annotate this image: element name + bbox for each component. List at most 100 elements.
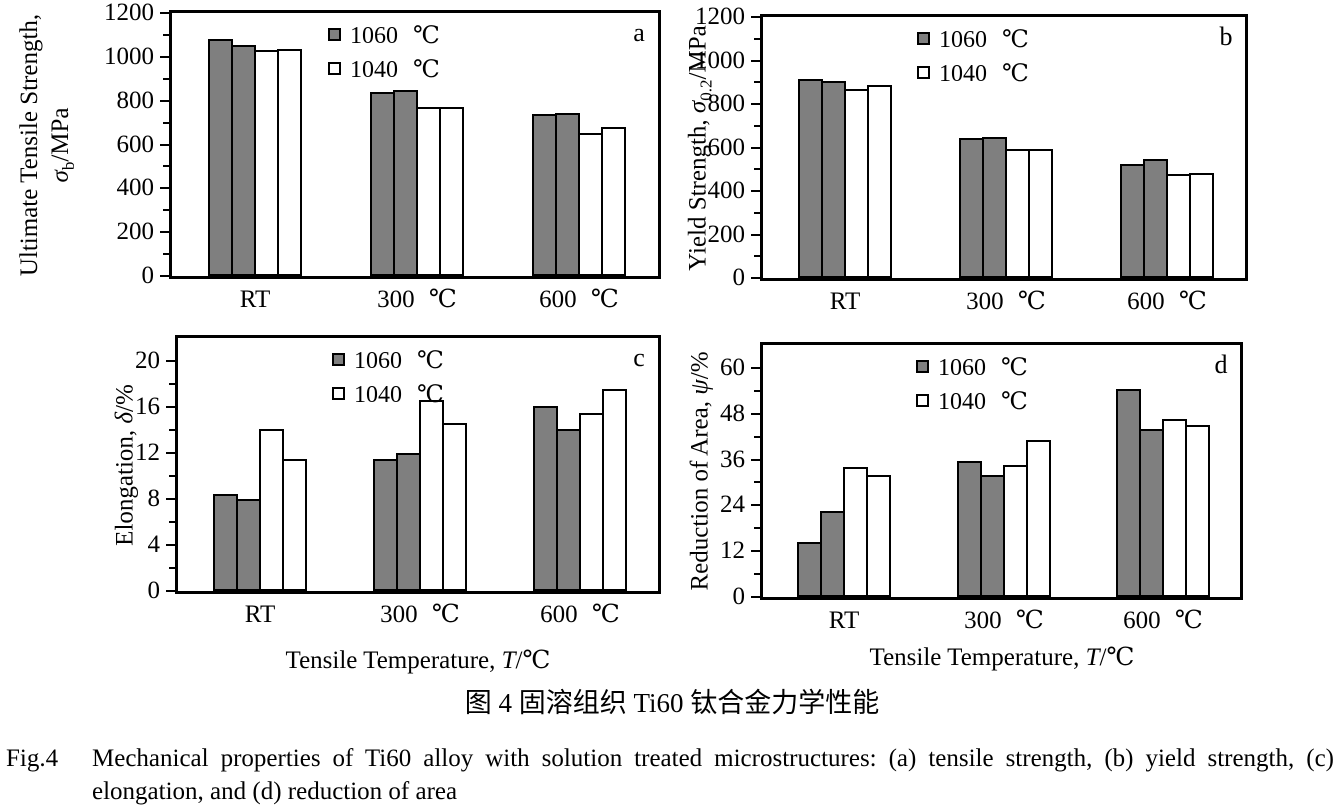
- label-segment: 0.2: [696, 79, 716, 101]
- y-minor-tick-a: [163, 165, 169, 168]
- legend-label-1060℃: 1060 ℃: [938, 355, 1028, 381]
- y-major-tick-b: [751, 16, 760, 18]
- panel-letter-d: d: [1214, 350, 1228, 379]
- bar-b-1-3: [844, 89, 869, 278]
- y-minor-tick-c: [169, 567, 175, 569]
- bar-a-3-3: [578, 133, 603, 276]
- bar-a-2-2: [393, 90, 418, 276]
- y-minor-tick-a: [163, 33, 169, 36]
- bar-b-3-2: [1143, 159, 1168, 278]
- legend-label-1040℃: 1040 ℃: [939, 61, 1029, 87]
- y-major-tick-c: [166, 360, 175, 362]
- label-segment: σ: [47, 170, 74, 183]
- y-major-tick-d: [751, 504, 760, 507]
- y-tick-label-a: 200: [116, 218, 155, 246]
- y-tick-label-d: 48: [720, 399, 745, 427]
- y-tick-label-a: 1200: [104, 0, 154, 26]
- bar-b-3-1: [1120, 164, 1145, 278]
- legend-label-1040℃: 1040 ℃: [350, 57, 440, 83]
- y-tick-label-b: 1000: [695, 46, 745, 74]
- bar-a-2-3: [416, 107, 441, 276]
- bar-d-1-2: [820, 511, 845, 597]
- x-tick-label-b: 300 ℃: [966, 288, 1046, 315]
- bar-a-1-4: [277, 49, 302, 276]
- y-minor-tick-d: [754, 481, 760, 484]
- bar-a-2-4: [439, 107, 464, 276]
- y-tick-label-d: 60: [720, 353, 745, 381]
- bar-d-2-2: [980, 475, 1005, 597]
- bar-a-2-1: [370, 92, 395, 276]
- y-minor-tick-d: [754, 573, 760, 576]
- y-major-tick-b: [751, 233, 760, 236]
- y-tick-label-c: 12: [135, 439, 160, 466]
- bar-d-3-1: [1116, 389, 1141, 597]
- y-major-tick-a: [160, 55, 169, 58]
- label-segment: Tensile Temperature,: [869, 644, 1086, 671]
- bar-c-3-4: [602, 389, 627, 591]
- caption-english-text: Mechanical properties of Ti60 alloy with…: [92, 745, 1334, 805]
- legend-label-1040℃: 1040 ℃: [354, 382, 444, 408]
- legend-label-1060℃: 1060 ℃: [350, 23, 440, 49]
- y-minor-tick-c: [169, 521, 175, 523]
- y-major-tick-b: [751, 277, 760, 279]
- legend-marker-1060℃: [328, 28, 341, 41]
- y-minor-tick-b: [754, 37, 760, 40]
- bar-d-3-3: [1162, 419, 1187, 597]
- y-minor-tick-b: [754, 211, 760, 214]
- y-axis-label-line: σb/MPa: [45, 14, 84, 276]
- y-minor-tick-c: [169, 383, 175, 385]
- bar-c-3-2: [556, 429, 581, 591]
- x-tick-label-a: 300 ℃: [377, 286, 457, 313]
- label-segment: T: [1085, 644, 1100, 671]
- y-tick-label-b: 800: [707, 90, 746, 117]
- bar-d-1-4: [866, 475, 891, 597]
- y-major-tick-d: [751, 550, 760, 553]
- label-segment: Elongation,: [111, 423, 139, 546]
- y-minor-tick-a: [163, 209, 169, 212]
- bar-b-3-4: [1189, 173, 1214, 278]
- y-minor-tick-d: [754, 435, 760, 438]
- bar-a-3-2: [555, 113, 580, 276]
- y-major-tick-a: [160, 231, 169, 234]
- y-tick-label-b: 1200: [695, 3, 745, 30]
- y-tick-label-d: 0: [732, 583, 746, 610]
- bar-d-1-3: [843, 467, 868, 597]
- x-tick-label-b: RT: [829, 288, 861, 315]
- x-axis-title-c: Tensile Temperature, T/℃: [286, 645, 551, 675]
- y-major-tick-a: [160, 143, 169, 146]
- label-segment: Ultimate Tensile Strength,: [16, 13, 43, 277]
- legend-marker-1040℃: [917, 66, 930, 79]
- panel-letter-a: a: [633, 18, 645, 47]
- bar-d-1-1: [797, 542, 822, 597]
- y-major-tick-b: [751, 190, 760, 192]
- label-segment: /℃: [515, 647, 551, 674]
- y-minor-tick-d: [754, 527, 760, 530]
- y-major-tick-b: [751, 59, 760, 62]
- y-minor-tick-c: [169, 429, 175, 431]
- label-segment: /℃: [1099, 644, 1135, 671]
- bar-b-3-3: [1166, 174, 1191, 278]
- x-tick-label-d: RT: [828, 607, 860, 634]
- label-segment: b: [59, 161, 78, 171]
- y-tick-label-d: 24: [720, 491, 745, 519]
- legend-marker-1060℃: [332, 353, 345, 366]
- y-major-tick-c: [166, 544, 175, 546]
- label-segment: δ: [111, 411, 139, 424]
- legend-marker-1060℃: [917, 32, 930, 45]
- bar-d-3-2: [1139, 429, 1164, 597]
- y-tick-label-b: 600: [707, 133, 746, 161]
- y-tick-label-b: 400: [707, 177, 746, 204]
- y-tick-label-b: 0: [732, 264, 746, 291]
- bar-b-1-4: [867, 85, 892, 278]
- y-tick-label-a: 800: [116, 86, 155, 114]
- y-major-tick-b: [751, 103, 760, 105]
- y-major-tick-d: [751, 412, 760, 415]
- y-major-tick-b: [751, 146, 760, 149]
- label-segment: Yield Strength,: [684, 113, 712, 271]
- y-major-tick-d: [751, 366, 760, 369]
- bar-b-1-2: [821, 81, 846, 278]
- legend-marker-1040℃: [332, 387, 345, 400]
- x-tick-label-c: 600 ℃: [540, 601, 620, 628]
- y-tick-label-c: 0: [147, 577, 161, 604]
